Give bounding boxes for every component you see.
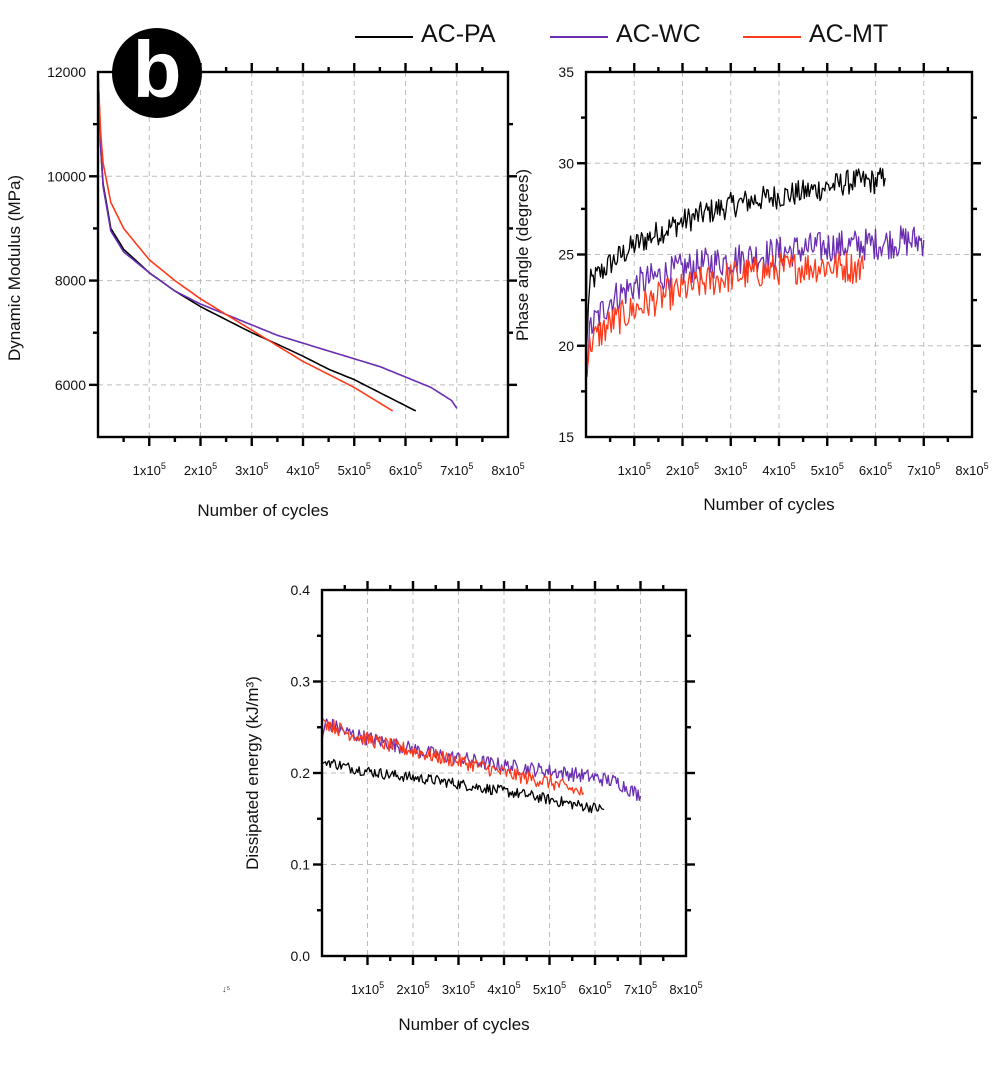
x-tick-exponent: 5 (839, 461, 844, 471)
y-axis-title: Dissipated energy (kJ/m³) (243, 676, 262, 870)
chart-1: 1x105 2x105 3x105 4x105 5x105 6x105 7x105 8x105… (5, 63, 525, 520)
x-tick-label: 3x105 (235, 461, 268, 478)
x-tick-label: 4x105 (762, 461, 795, 478)
y-tick-label: 6000 (55, 377, 86, 393)
y-tick-label: 8000 (55, 273, 86, 289)
x-tick-label: 6x105 (578, 980, 611, 997)
x-tick-exponent: 5 (417, 461, 422, 471)
x-axis-title: Number of cycles (398, 1015, 529, 1034)
x-tick-label: 8x105 (669, 980, 702, 997)
x-tick-exponent: 5 (984, 461, 989, 471)
panel-badge: b (112, 28, 202, 118)
x-tick-exponent: 5 (607, 980, 612, 990)
x-tick-label: 3x105 (714, 461, 747, 478)
y-tick-label: 25 (558, 247, 574, 263)
y-tick-label: 0.4 (291, 582, 311, 598)
x-tick-label: 6x105 (859, 461, 892, 478)
chart-3: 1x105 2x105 3x105 4x105 5x105 6x105 7x105 8x105… (243, 581, 703, 1034)
series-line-ac-pa (97, 71, 417, 412)
x-tick-label: 8x105 (955, 461, 988, 478)
x-tick-exponent: 5 (935, 461, 940, 471)
x-tick-exponent: 5 (652, 980, 657, 990)
x-tick-exponent: 5 (742, 461, 747, 471)
x-tick-label: 4x105 (286, 461, 319, 478)
x-tick-label: 7x105 (624, 980, 657, 997)
x-tick-exponent: 5 (561, 980, 566, 990)
x-tick-exponent: 5 (887, 461, 892, 471)
x-tick-label: 5x105 (533, 980, 566, 997)
x-tick-label: 2x105 (666, 461, 699, 478)
legend-label-ac-wc: AC-WC (616, 20, 701, 48)
x-tick-exponent: 5 (698, 980, 703, 990)
series-line-ac-mt (97, 71, 394, 412)
series-line-ac-pa (585, 71, 886, 343)
series-line-ac-wc (97, 71, 458, 409)
series-line-ac-mt (321, 717, 585, 796)
x-tick-exponent: 5 (520, 461, 525, 471)
x-tick-exponent: 5 (212, 461, 217, 471)
x-tick-label: 5x105 (338, 461, 371, 478)
x-tick-exponent: 5 (161, 461, 166, 471)
y-tick-label: 30 (558, 155, 574, 171)
x-axis-title: Number of cycles (197, 501, 328, 520)
legend-swatch-ac-pa (355, 36, 413, 38)
y-tick-label: 10000 (47, 168, 86, 184)
x-tick-exponent: 5 (468, 461, 473, 471)
x-tick-exponent: 5 (315, 461, 320, 471)
y-tick-label: 15 (558, 429, 574, 445)
y-tick-label: 0.1 (291, 857, 311, 873)
y-tick-label: 0.3 (291, 674, 311, 690)
legend-label-ac-pa: AC-PA (421, 20, 496, 48)
x-tick-label: 2x105 (184, 461, 217, 478)
x-tick-exponent: 5 (470, 980, 475, 990)
x-tick-exponent: 5 (366, 461, 371, 471)
x-tick-label: 7x105 (907, 461, 940, 478)
y-tick-label: 12000 (47, 64, 86, 80)
stray-mark: ↓⁵ (222, 984, 231, 994)
x-tick-label: 8x105 (491, 461, 524, 478)
x-tick-label: 1x105 (618, 461, 651, 478)
y-tick-label: 35 (558, 64, 574, 80)
x-tick-exponent: 5 (263, 461, 268, 471)
x-tick-label: 5x105 (811, 461, 844, 478)
y-tick-label: 20 (558, 338, 574, 354)
y-tick-label: 0.2 (291, 765, 311, 781)
x-axis-title: Number of cycles (703, 495, 834, 514)
legend: AC-PA AC-WC AC-MT (355, 18, 915, 54)
legend-label-ac-mt: AC-MT (809, 20, 889, 48)
x-tick-label: 1x105 (133, 461, 166, 478)
y-tick-label: 0.0 (291, 948, 311, 964)
x-tick-label: 1x105 (351, 980, 384, 997)
x-tick-label: 3x105 (442, 980, 475, 997)
y-axis-title: Dynamic Modulus (MPa) (5, 175, 24, 361)
x-tick-exponent: 5 (646, 461, 651, 471)
x-tick-label: 7x105 (440, 461, 473, 478)
chart-2: 1x105 2x105 3x105 4x105 5x105 6x105 7x105 8x105… (513, 63, 989, 514)
x-tick-label: 4x105 (487, 980, 520, 997)
x-tick-exponent: 5 (791, 461, 796, 471)
series-line-ac-pa (321, 758, 605, 814)
x-tick-exponent: 5 (516, 980, 521, 990)
x-tick-label: 2x105 (396, 980, 429, 997)
series-line-ac-wc (321, 718, 642, 802)
series-line-ac-wc (585, 71, 925, 378)
legend-swatch-ac-mt (743, 36, 801, 38)
x-tick-label: 6x105 (389, 461, 422, 478)
x-tick-exponent: 5 (425, 980, 430, 990)
x-tick-exponent: 5 (379, 980, 384, 990)
y-axis-title: Phase angle (degrees) (513, 169, 532, 341)
legend-swatch-ac-wc (550, 36, 608, 38)
series-line-ac-mt (585, 71, 865, 371)
x-tick-exponent: 5 (694, 461, 699, 471)
